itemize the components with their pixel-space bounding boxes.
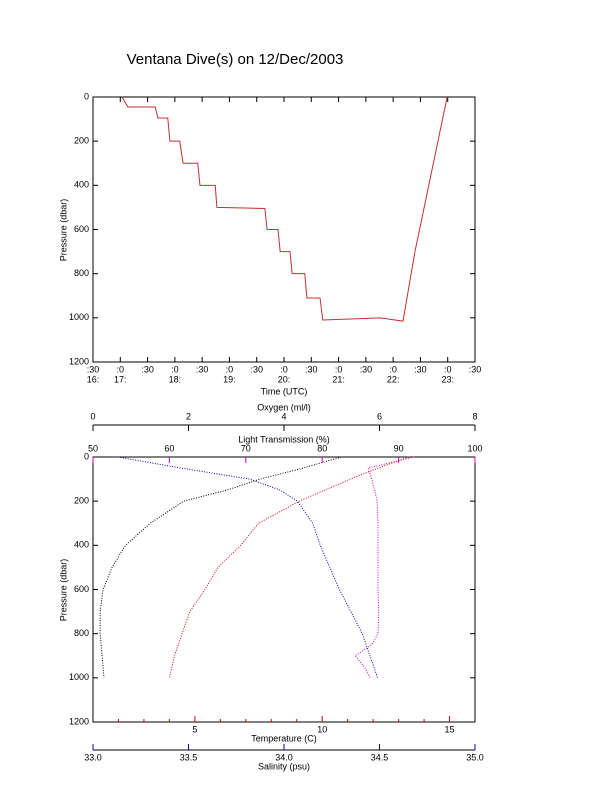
x-tick-label: :30 (360, 364, 373, 374)
x-tick-label: 5 (192, 724, 197, 734)
y-tick-label: 1200 (69, 356, 89, 366)
x-tick-label: :0 (335, 364, 343, 374)
y-tick-label: 400 (74, 180, 89, 190)
y-axis-title: Pressure (dbar) (58, 199, 68, 262)
x-tick-label: 17: (114, 374, 127, 384)
x-tick-label: :30 (196, 364, 209, 374)
x-tick-label: 23: (441, 374, 454, 384)
x-tick-label: 34.5 (371, 752, 389, 762)
y-tick-label: 1200 (69, 716, 89, 726)
x-tick-label: 33.0 (84, 752, 102, 762)
x-tick-label: :30 (469, 364, 482, 374)
x-tick-label: 100 (467, 443, 482, 453)
y-tick-label: 400 (74, 540, 89, 550)
y-tick-label: 0 (84, 451, 89, 461)
x-tick-label: :0 (389, 364, 397, 374)
x-axis-title: Oxygen (ml/l) (257, 402, 311, 412)
x-tick-label: :30 (87, 364, 100, 374)
x-tick-label: :0 (117, 364, 125, 374)
x-tick-label: :30 (250, 364, 263, 374)
x-tick-label: 20: (278, 374, 291, 384)
x-axis-title: Temperature (C) (251, 733, 317, 743)
x-tick-label: 19: (223, 374, 236, 384)
x-tick-label: :30 (414, 364, 427, 374)
x-axis-title: Salinity (psu) (258, 761, 310, 771)
x-tick-label: 8 (472, 411, 477, 421)
x-tick-label: 0 (90, 411, 95, 421)
x-tick-label: 70 (241, 443, 251, 453)
x-tick-label: 60 (164, 443, 174, 453)
y-tick-label: 600 (74, 584, 89, 594)
y-tick-label: 200 (74, 136, 89, 146)
x-tick-label: :30 (141, 364, 154, 374)
chart-title: Ventana Dive(s) on 12/Dec/2003 (127, 51, 344, 68)
x-tick-label: 22: (387, 374, 400, 384)
y-tick-label: 1000 (69, 672, 89, 682)
x-tick-label: 2 (186, 411, 191, 421)
y-tick-label: 800 (74, 628, 89, 638)
y-tick-label: 1000 (69, 312, 89, 322)
x-tick-label: 34.0 (275, 752, 293, 762)
x-tick-label: 10 (317, 724, 327, 734)
x-tick-label: :0 (226, 364, 234, 374)
x-axis-title: Time (UTC) (261, 386, 308, 396)
y-tick-label: 800 (74, 268, 89, 278)
x-tick-label: :0 (280, 364, 288, 374)
x-tick-label: 33.5 (180, 752, 198, 762)
profile-line (168, 456, 409, 678)
x-tick-label: 18: (169, 374, 182, 384)
profile-line (354, 456, 414, 679)
x-tick-label: 50 (88, 443, 98, 453)
x-tick-label: :0 (171, 364, 179, 374)
x-tick-label: 90 (394, 443, 404, 453)
x-tick-label: 16: (87, 374, 100, 384)
x-axis-title: Light Transmission (%) (238, 434, 330, 444)
y-tick-label: 600 (74, 224, 89, 234)
y-tick-label: 0 (84, 91, 89, 101)
x-tick-label: 80 (317, 443, 327, 453)
dive-line (121, 96, 448, 322)
x-tick-label: 35.0 (466, 752, 484, 762)
x-tick-label: :0 (444, 364, 452, 374)
y-axis-title: Pressure (dbar) (58, 559, 68, 622)
y-tick-label: 200 (74, 496, 89, 506)
x-tick-label: 6 (377, 411, 382, 421)
x-tick-label: :30 (305, 364, 318, 374)
x-tick-label: 4 (281, 411, 286, 421)
x-tick-label: 15 (445, 724, 455, 734)
x-tick-label: 21: (332, 374, 345, 384)
